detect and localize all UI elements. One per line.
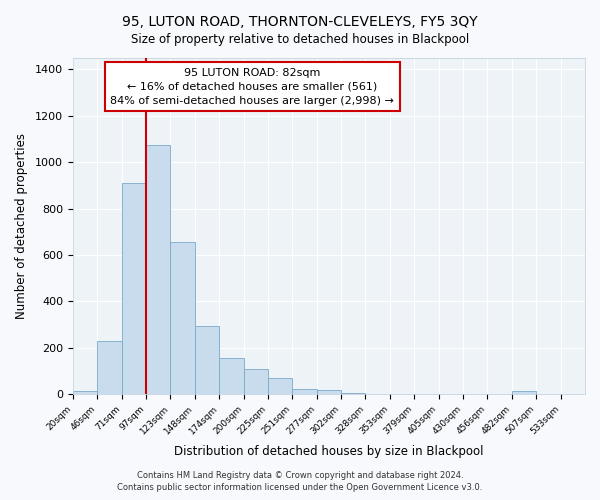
Bar — [512, 391, 536, 394]
Bar — [170, 242, 195, 394]
Bar — [292, 388, 317, 394]
Bar — [122, 183, 146, 394]
Bar — [73, 391, 97, 394]
Bar — [195, 326, 219, 394]
Text: Size of property relative to detached houses in Blackpool: Size of property relative to detached ho… — [131, 32, 469, 46]
Bar — [97, 342, 122, 394]
Bar — [146, 144, 170, 394]
Text: 95 LUTON ROAD: 82sqm
← 16% of detached houses are smaller (561)
84% of semi-deta: 95 LUTON ROAD: 82sqm ← 16% of detached h… — [110, 68, 394, 106]
Y-axis label: Number of detached properties: Number of detached properties — [15, 133, 28, 319]
X-axis label: Distribution of detached houses by size in Blackpool: Distribution of detached houses by size … — [174, 444, 484, 458]
Bar — [268, 378, 292, 394]
Bar — [317, 390, 341, 394]
Bar — [341, 392, 365, 394]
Text: 95, LUTON ROAD, THORNTON-CLEVELEYS, FY5 3QY: 95, LUTON ROAD, THORNTON-CLEVELEYS, FY5 … — [122, 15, 478, 29]
Bar — [244, 370, 268, 394]
Text: Contains HM Land Registry data © Crown copyright and database right 2024.
Contai: Contains HM Land Registry data © Crown c… — [118, 471, 482, 492]
Bar — [219, 358, 244, 395]
